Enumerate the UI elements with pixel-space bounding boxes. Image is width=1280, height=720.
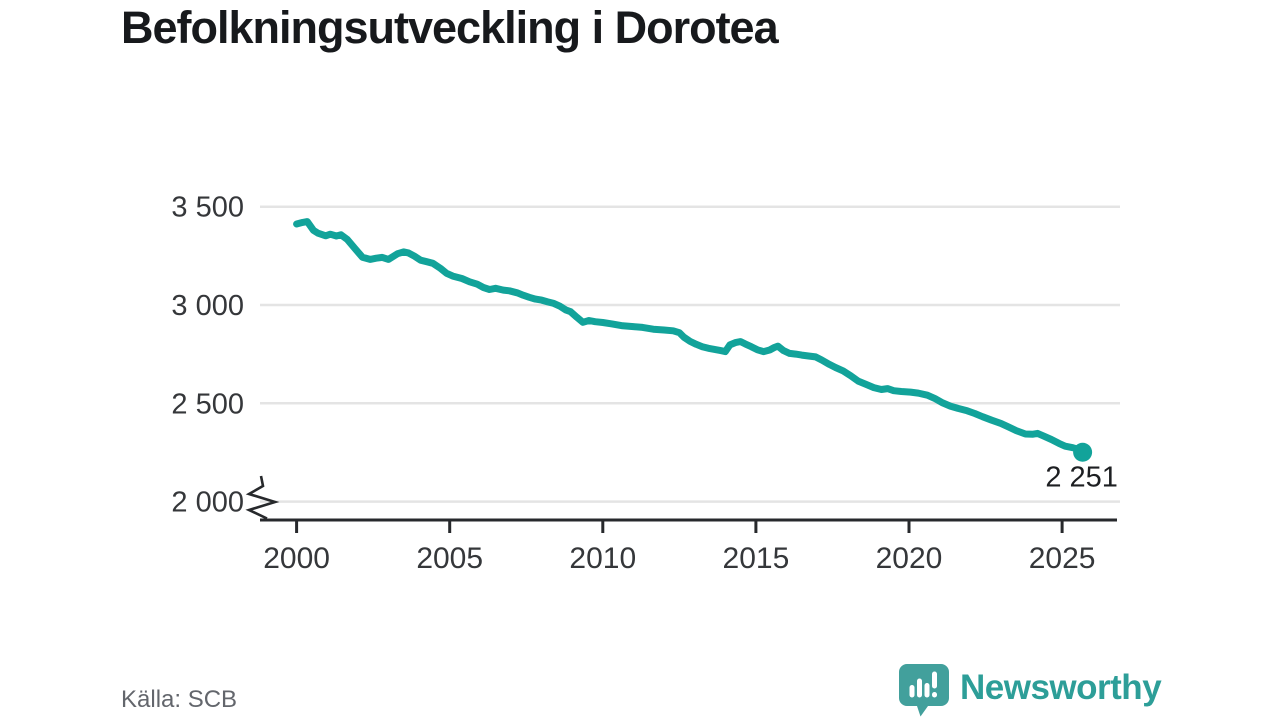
end-value-label: 2 251 <box>1045 461 1118 493</box>
y-tick-label: 3 000 <box>171 290 244 322</box>
y-axis-break-icon <box>245 475 280 520</box>
series-end-point <box>1073 442 1093 462</box>
x-tick-label: 2000 <box>263 542 330 575</box>
logo-bar-medium <box>924 683 930 698</box>
logo-exclamation-dot <box>932 692 937 698</box>
x-tick-label: 2010 <box>569 542 636 575</box>
x-tick-label: 2005 <box>416 542 483 575</box>
x-tick-label: 2025 <box>1029 542 1096 575</box>
y-tick-label: 2 000 <box>171 487 244 519</box>
x-tick-label: 2020 <box>876 542 943 575</box>
source-caption: Källa: SCB <box>121 686 238 713</box>
logo-bar-short <box>909 685 915 698</box>
logo-exclamation-bar <box>932 671 937 689</box>
newsworthy-bar-chart-bubble-icon <box>899 664 949 717</box>
population-series-line <box>293 218 1087 456</box>
y-tick-label: 3 500 <box>171 192 244 224</box>
x-tick-label: 2015 <box>723 542 790 575</box>
newsworthy-logo: Newsworthy <box>899 664 1162 717</box>
newsworthy-logo-text: Newsworthy <box>960 668 1162 707</box>
y-tick-label: 2 500 <box>171 388 244 420</box>
page-title: Befolkningsutveckling i Dorotea <box>121 2 779 53</box>
logo-bar-tall <box>917 678 922 698</box>
